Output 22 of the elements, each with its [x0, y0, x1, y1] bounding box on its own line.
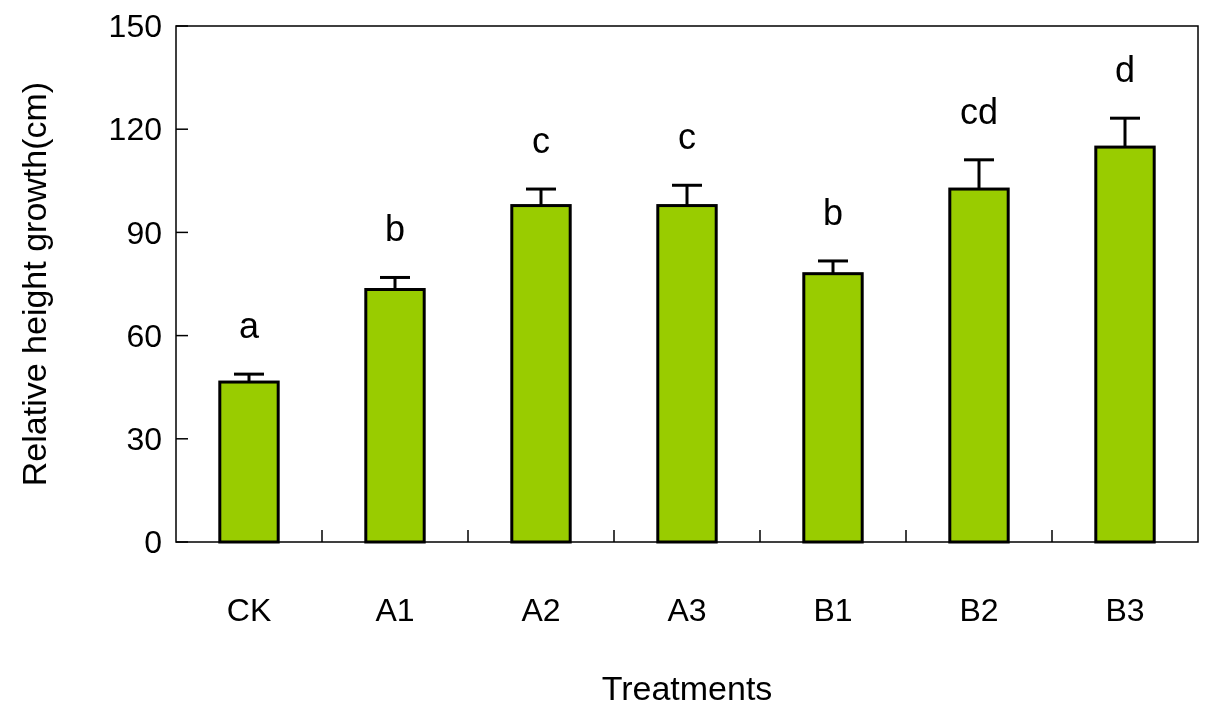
x-axis-title: Treatments [601, 669, 773, 707]
annotation: b [822, 191, 844, 233]
y-tick-label: 150 [108, 8, 162, 45]
x-tick-label: A3 [667, 592, 707, 628]
x-tick-label: B2 [959, 592, 999, 628]
y-tick-label: 30 [126, 421, 162, 457]
y-axis-title: Relative height growth(cm) [15, 81, 53, 487]
x-tick-label: B1 [813, 592, 853, 628]
y-tick-label: 90 [126, 214, 162, 251]
x-tick-label: A2 [521, 592, 561, 628]
annotation: d [1114, 49, 1136, 91]
annotation: c [678, 116, 696, 158]
y-tick-label: 0 [144, 524, 162, 561]
annotation: b [384, 208, 406, 250]
annotation: a [238, 305, 260, 347]
y-tick-label: 60 [126, 317, 162, 354]
x-tick-label: CK [226, 592, 272, 628]
x-tick-label: B3 [1105, 592, 1145, 628]
x-tick-label: A1 [375, 592, 415, 628]
annotation: c [532, 120, 550, 162]
y-tick-label: 120 [108, 111, 162, 148]
annotation: cd [959, 90, 999, 132]
